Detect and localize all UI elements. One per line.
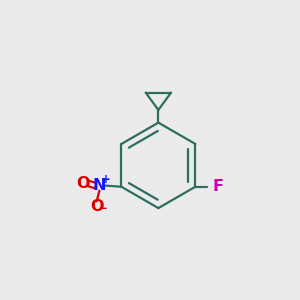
Text: N: N <box>93 178 106 193</box>
Text: O: O <box>90 199 104 214</box>
Text: F: F <box>212 179 223 194</box>
Text: +: + <box>100 173 110 186</box>
Text: −: − <box>98 202 108 215</box>
Text: O: O <box>76 176 89 191</box>
